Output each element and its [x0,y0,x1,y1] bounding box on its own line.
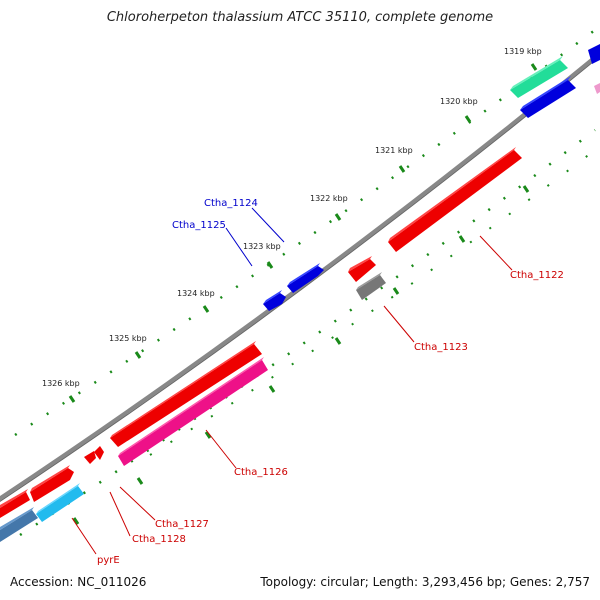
label-ctha-1125[interactable]: Ctha_1125 [172,220,226,231]
gene-blue-1320[interactable] [520,76,576,118]
tick-label-1322: 1322 kbp [310,194,348,203]
accession-text: Accession: NC_011026 [10,575,147,589]
gene-ctha-1126-red[interactable] [110,341,262,447]
gene-ctha-1123-red[interactable] [348,256,376,282]
gene-steel-left[interactable] [0,507,38,542]
tick-label-1321: 1321 kbp [375,146,413,155]
inner-ruler [19,129,596,537]
label-pyrE[interactable]: pyrE [97,555,120,566]
gene-cyan-left[interactable] [36,483,84,522]
tick-label-1324: 1324 kbp [177,289,215,298]
label-ctha-1126[interactable]: Ctha_1126 [234,467,288,478]
gene-teal-1319[interactable] [510,56,568,98]
gene-ctha-1126-pink[interactable] [118,357,268,466]
gene-red-left-top[interactable] [30,465,74,502]
inner-major-ticks [72,185,530,525]
tick-label-1320: 1320 kbp [440,97,478,106]
genome-title: Chloroherpeton thalassium ATCC 35110, co… [106,10,494,25]
gene-red-left-edge[interactable] [0,489,30,518]
tick-label-1326: 1326 kbp [42,379,80,388]
gene-blue-edge[interactable] [588,44,600,64]
genome-stats-text: Topology: circular; Length: 3,293,456 bp… [260,575,590,589]
gene-ctha-1123-gray[interactable] [356,272,386,300]
label-lines [71,207,513,555]
gene-ctha-1124[interactable] [287,263,324,293]
tick-label-1325: 1325 kbp [109,334,147,343]
genome-backbone-shade [0,55,600,502]
gene-ctha-1127[interactable] [84,446,104,464]
label-ctha-1123[interactable]: Ctha_1123 [414,342,468,353]
gene-ctha-1125[interactable] [263,290,286,311]
label-ctha-1122[interactable]: Ctha_1122 [510,270,564,281]
label-ctha-1127[interactable]: Ctha_1127 [155,519,209,530]
label-ctha-1124[interactable]: Ctha_1124 [204,198,258,209]
tick-label-1319: 1319 kbp [504,47,542,56]
label-ctha-1128[interactable]: Ctha_1128 [132,534,186,545]
tick-label-1323: 1323 kbp [243,242,281,251]
outer-major-ticks [68,63,538,403]
gene-pink-edge[interactable] [594,83,600,94]
outer-ruler [14,28,596,437]
gene-ctha-1122[interactable] [388,147,522,252]
inner-ruler-2 [149,149,596,456]
